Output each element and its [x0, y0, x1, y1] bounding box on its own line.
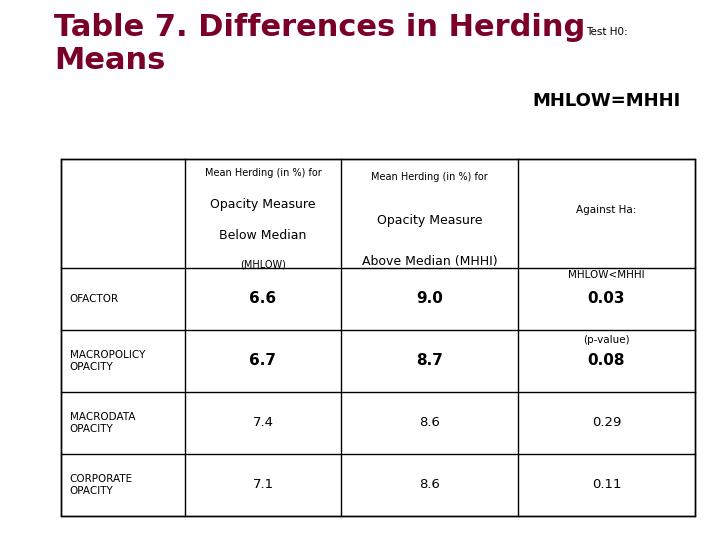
Text: MHLOW=MHHI: MHLOW=MHHI: [532, 92, 680, 110]
Text: 8.6: 8.6: [419, 416, 440, 429]
Text: 9.0: 9.0: [416, 292, 443, 307]
Text: Means: Means: [54, 46, 166, 75]
Text: (MHLOW): (MHLOW): [240, 259, 286, 269]
Text: 0.11: 0.11: [592, 478, 621, 491]
Text: 7.4: 7.4: [253, 416, 274, 429]
Text: (p-value): (p-value): [583, 335, 630, 346]
Text: 0.29: 0.29: [592, 416, 621, 429]
Bar: [61, 159, 695, 516]
Text: CORPORATE
OPACITY: CORPORATE OPACITY: [70, 474, 133, 496]
Text: Below Median: Below Median: [220, 229, 307, 242]
Text: 8.6: 8.6: [419, 478, 440, 491]
Text: Test H0:: Test H0:: [585, 26, 627, 37]
Text: 6.6: 6.6: [249, 292, 276, 307]
Text: 6.7: 6.7: [249, 353, 276, 368]
Text: Mean Herding (in %) for: Mean Herding (in %) for: [204, 168, 321, 178]
Text: 0.08: 0.08: [588, 353, 625, 368]
Text: 7.1: 7.1: [253, 478, 274, 491]
Text: MHLOW<MHHI: MHLOW<MHHI: [568, 270, 644, 280]
Text: OFACTOR: OFACTOR: [70, 294, 119, 304]
Text: Table 7. Differences in Herding: Table 7. Differences in Herding: [54, 14, 585, 43]
Text: Opacity Measure: Opacity Measure: [377, 214, 482, 227]
Text: Against Ha:: Against Ha:: [576, 205, 636, 215]
Text: 8.7: 8.7: [416, 353, 443, 368]
Text: Mean Herding (in %) for: Mean Herding (in %) for: [372, 172, 488, 183]
Text: 0.03: 0.03: [588, 292, 625, 307]
Text: MACRODATA
OPACITY: MACRODATA OPACITY: [70, 412, 135, 434]
Text: Above Median (MHHI): Above Median (MHHI): [362, 255, 498, 268]
Text: MACROPOLICY
OPACITY: MACROPOLICY OPACITY: [70, 350, 145, 372]
Text: Opacity Measure: Opacity Measure: [210, 198, 315, 212]
